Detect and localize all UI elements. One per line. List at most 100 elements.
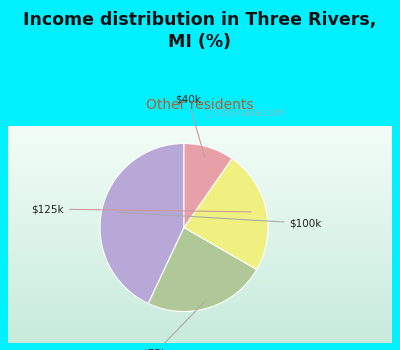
Bar (8, 323, 392, 326)
Bar (8, 247, 392, 250)
Bar (8, 250, 392, 252)
Bar (8, 215, 392, 217)
Bar (8, 161, 392, 163)
Bar (8, 269, 392, 271)
Bar (8, 334, 392, 336)
Bar (8, 189, 392, 191)
Bar (8, 148, 392, 150)
Bar (8, 300, 392, 302)
Bar (8, 315, 392, 317)
Bar (8, 245, 392, 247)
Bar (8, 150, 392, 152)
Bar (8, 156, 392, 159)
Bar (8, 276, 392, 278)
Bar (8, 330, 392, 332)
Bar (8, 219, 392, 222)
Bar (8, 263, 392, 265)
Bar (8, 204, 392, 206)
Bar (8, 165, 392, 167)
Bar (8, 176, 392, 178)
Bar (8, 282, 392, 285)
Bar (8, 128, 392, 130)
Bar (8, 321, 392, 323)
Bar (8, 308, 392, 310)
Bar (8, 154, 392, 156)
Bar (8, 202, 392, 204)
Text: ⓘ City-Data.com: ⓘ City-Data.com (206, 108, 285, 118)
Bar (8, 182, 392, 184)
Bar (8, 287, 392, 289)
Bar (8, 226, 392, 228)
Bar (8, 278, 392, 280)
Bar (8, 258, 392, 260)
Bar (8, 256, 392, 258)
Bar (8, 206, 392, 209)
Bar (8, 306, 392, 308)
Bar (8, 339, 392, 341)
Bar (8, 133, 392, 135)
Text: $75k: $75k (142, 302, 205, 350)
Bar (8, 341, 392, 343)
Bar (8, 169, 392, 172)
Bar (8, 191, 392, 193)
Bar (8, 195, 392, 198)
Bar (8, 237, 392, 239)
Bar (8, 298, 392, 300)
Bar (8, 178, 392, 180)
Bar (8, 152, 392, 154)
Bar (8, 254, 392, 256)
Text: $40k: $40k (175, 95, 205, 157)
Bar (8, 213, 392, 215)
Wedge shape (184, 144, 232, 228)
Bar (8, 332, 392, 334)
Bar (8, 163, 392, 165)
Bar (8, 280, 392, 282)
Bar (8, 239, 392, 241)
Bar (8, 139, 392, 141)
Bar (8, 180, 392, 182)
Text: $100k: $100k (117, 212, 322, 228)
Text: $125k: $125k (32, 204, 251, 214)
Bar (8, 260, 392, 263)
Bar (8, 274, 392, 276)
Bar (8, 211, 392, 213)
Bar (8, 146, 392, 148)
Bar (8, 159, 392, 161)
Wedge shape (100, 144, 184, 303)
Bar (8, 144, 392, 146)
Bar (8, 289, 392, 291)
Bar (8, 295, 392, 298)
Text: Income distribution in Three Rivers,
MI (%): Income distribution in Three Rivers, MI … (23, 10, 377, 51)
Bar (8, 193, 392, 195)
Bar (8, 137, 392, 139)
Bar (8, 241, 392, 243)
Bar (8, 293, 392, 295)
Bar (8, 243, 392, 245)
Bar (8, 200, 392, 202)
Bar (8, 187, 392, 189)
Bar (8, 174, 392, 176)
Bar (8, 265, 392, 267)
Wedge shape (148, 228, 257, 312)
Wedge shape (184, 159, 268, 270)
Bar (8, 184, 392, 187)
Text: Other residents: Other residents (146, 98, 254, 112)
Bar (8, 310, 392, 313)
Bar (8, 130, 392, 133)
Bar (8, 222, 392, 224)
Bar (8, 198, 392, 200)
Bar (8, 135, 392, 137)
Bar (8, 317, 392, 319)
Bar (8, 126, 392, 128)
Bar (8, 167, 392, 169)
Bar (8, 336, 392, 339)
Bar (8, 302, 392, 304)
Bar (8, 252, 392, 254)
Bar (8, 271, 392, 274)
Bar (8, 230, 392, 232)
Bar (8, 304, 392, 306)
Bar (8, 217, 392, 219)
Bar (8, 285, 392, 287)
Bar (8, 234, 392, 237)
Bar (8, 267, 392, 269)
